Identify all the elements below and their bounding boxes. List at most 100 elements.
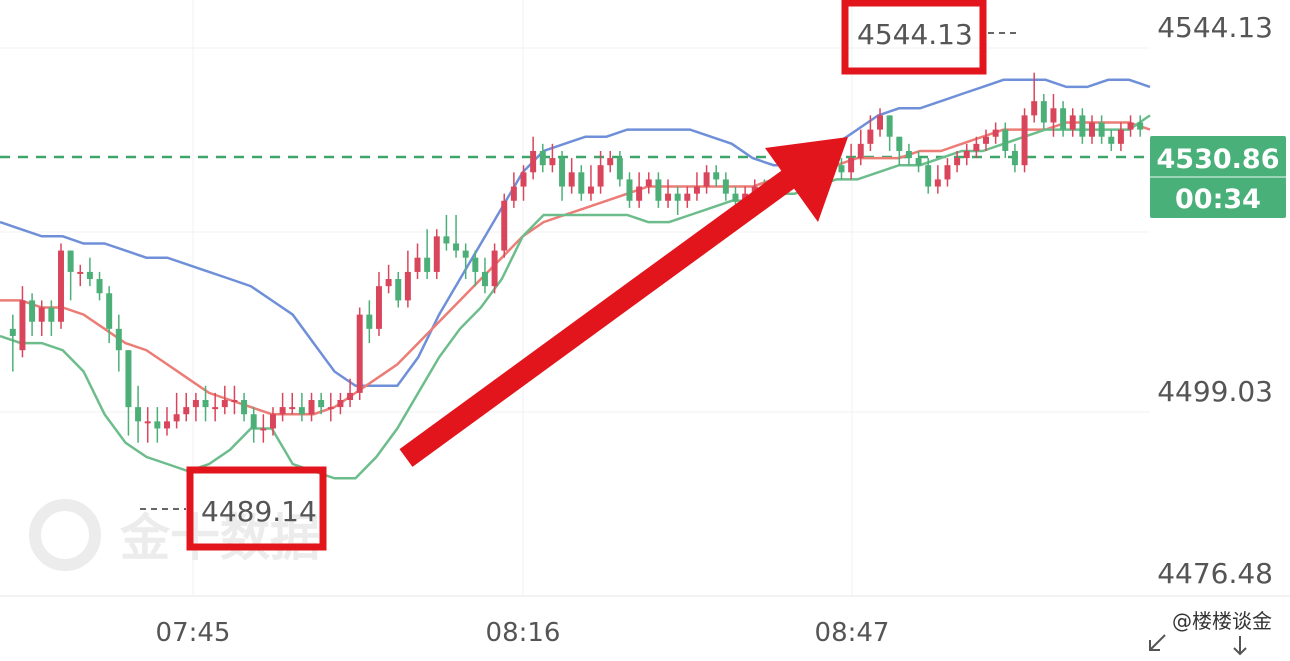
grid-lines xyxy=(0,0,1290,597)
candle-up xyxy=(867,129,874,144)
candle-down xyxy=(366,314,373,329)
candle-up xyxy=(279,407,286,415)
current-price-tag: 4530.86 00:34 xyxy=(1150,136,1286,218)
candle-down xyxy=(1137,122,1144,130)
candle-up xyxy=(173,414,180,422)
candle-up xyxy=(375,286,382,329)
candle-down xyxy=(732,193,739,201)
candle-down xyxy=(1108,136,1115,144)
watermark-logo-icon xyxy=(29,499,101,571)
current-price-value: 4530.86 xyxy=(1157,144,1280,175)
candle-up xyxy=(404,271,411,301)
candle-down xyxy=(1002,129,1009,151)
candle-up xyxy=(308,400,315,415)
candle-up xyxy=(347,392,354,400)
candle-down xyxy=(9,328,16,336)
candle-up xyxy=(568,172,575,187)
high-box xyxy=(841,0,987,75)
candle-up xyxy=(1021,115,1028,166)
lower-bollinger-band xyxy=(0,114,1151,480)
candle-up xyxy=(356,314,363,393)
candle-up xyxy=(877,115,884,130)
candle-down xyxy=(115,328,122,351)
candle-down xyxy=(578,172,585,194)
candle-up xyxy=(19,300,26,351)
candle-down xyxy=(135,407,142,422)
candle-down xyxy=(713,172,720,180)
candle-up xyxy=(260,428,267,431)
candle-down xyxy=(925,165,932,187)
y-tick-label: 4476.48 xyxy=(1157,557,1273,590)
candle-down xyxy=(481,271,488,287)
trend-arrow-head xyxy=(765,137,848,222)
candle-down xyxy=(1098,122,1105,137)
candle-up xyxy=(1089,122,1095,137)
middle-bollinger-band xyxy=(0,121,1151,416)
candle-down xyxy=(674,193,681,201)
candle-up xyxy=(164,421,170,429)
candle-up xyxy=(848,158,855,173)
candle-down xyxy=(1060,108,1067,130)
candle-up xyxy=(693,186,700,194)
candle-down xyxy=(472,257,479,272)
candle-down xyxy=(838,165,845,173)
corner-controls: @楼楼谈金 xyxy=(1149,609,1272,656)
candle-down xyxy=(462,250,469,258)
candle-up xyxy=(221,400,228,408)
candle-up xyxy=(857,143,864,159)
x-tick-label: 08:47 xyxy=(815,618,890,648)
candle-up xyxy=(944,165,951,180)
candle-up xyxy=(587,186,594,194)
low-annotation: 4489.14 xyxy=(140,466,327,551)
candle-countdown: 00:34 xyxy=(1175,184,1261,215)
candle-up xyxy=(684,193,691,201)
candle-up xyxy=(337,400,344,408)
candle-up xyxy=(231,400,238,402)
candle-up xyxy=(510,186,517,201)
candle-down xyxy=(559,158,566,187)
candle-up xyxy=(414,257,421,272)
candle-up xyxy=(1127,122,1134,130)
scroll-down-icon[interactable] xyxy=(1233,636,1247,656)
candle-up xyxy=(433,236,440,272)
candle-up xyxy=(983,136,989,144)
candle-up xyxy=(192,400,199,408)
candle-down xyxy=(29,300,36,322)
candle-down xyxy=(48,307,55,322)
candle-up xyxy=(665,193,672,201)
candle-down xyxy=(616,158,623,180)
x-axis: 07:45 08:16 08:47 xyxy=(156,618,890,648)
candle-up xyxy=(636,186,643,201)
candle-up xyxy=(1050,108,1057,123)
watermark: 金十数据 xyxy=(29,499,320,571)
candle-down xyxy=(1040,101,1047,123)
candle-up xyxy=(212,407,219,410)
candle-down xyxy=(154,421,161,429)
low-box xyxy=(186,466,327,551)
candle-up xyxy=(963,150,970,159)
candle-up xyxy=(549,158,556,166)
candle-up xyxy=(1117,129,1124,144)
candle-up xyxy=(530,150,537,173)
collapse-icon[interactable] xyxy=(1149,634,1166,651)
candle-up xyxy=(954,158,961,166)
candle-down xyxy=(318,400,325,408)
author-credit: @楼楼谈金 xyxy=(1172,609,1272,633)
candle-up xyxy=(973,143,980,151)
candle-down xyxy=(915,158,922,166)
candle-down xyxy=(886,115,893,137)
candle-down xyxy=(1011,150,1018,166)
upper-bollinger-band xyxy=(0,78,1151,388)
candle-down xyxy=(298,407,305,415)
candle-down xyxy=(395,279,402,301)
candle-up xyxy=(144,421,151,424)
x-tick-label: 08:16 xyxy=(486,618,561,648)
candle-down xyxy=(96,279,103,294)
candle-down xyxy=(896,136,903,151)
y-tick-label: 4499.03 xyxy=(1157,375,1273,408)
candles xyxy=(9,72,1144,443)
candle-down xyxy=(86,271,93,280)
low-label: 4489.14 xyxy=(201,495,317,528)
candle-up xyxy=(501,200,508,251)
